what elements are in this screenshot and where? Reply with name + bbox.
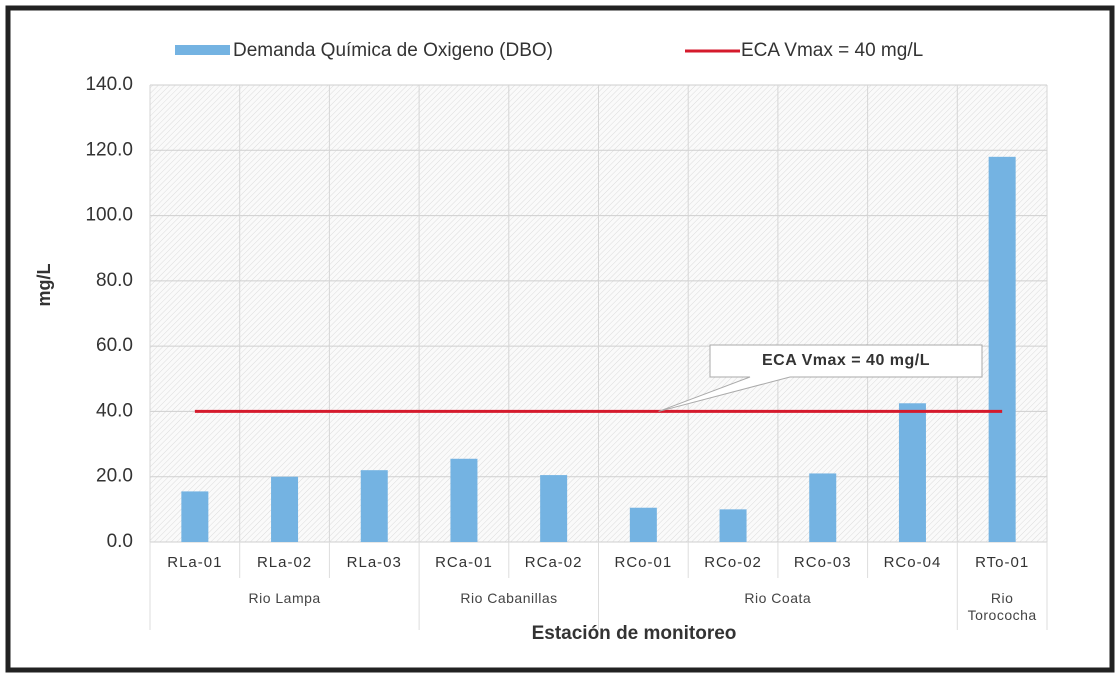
y-axis-title: mg/L (34, 263, 54, 306)
annotation-text: ECA Vmax = 40 mg/L (762, 352, 930, 369)
frame (5, 5, 1115, 673)
group-label: Rio Cabanillas (460, 590, 558, 606)
group-label: Rio Lampa (248, 590, 321, 606)
y-tick-label: 0.0 (107, 531, 133, 552)
y-tick-label: 80.0 (96, 270, 133, 291)
annotation-box (658, 344, 983, 412)
y-tick-label: 100.0 (85, 205, 133, 226)
x-tick-label: RTo-01 (975, 554, 1029, 571)
x-tick-label: RCo-02 (704, 554, 762, 571)
x-tick-label: RCo-04 (884, 554, 942, 571)
bar (809, 473, 837, 542)
y-tick-label: 60.0 (96, 335, 133, 356)
group-label: Rio Torococha (967, 590, 1037, 623)
bar (181, 491, 209, 542)
bar (898, 403, 926, 542)
y-tick-label: 120.0 (85, 139, 133, 160)
legend-label: ECA Vmax = 40 mg/L (741, 40, 923, 61)
group-label: Rio Coata (744, 590, 812, 606)
x-tick-label: RCa-01 (435, 554, 493, 571)
bar (271, 476, 299, 542)
x-tick-label: RLa-01 (167, 554, 222, 571)
x-tick-label: RCo-01 (615, 554, 673, 571)
bar (988, 156, 1016, 543)
x-tick-label: RCa-02 (525, 554, 583, 571)
bar (540, 475, 568, 542)
y-tick-label: 20.0 (96, 466, 133, 487)
x-tick-label: RLa-03 (347, 554, 402, 571)
x-tick-label: RCo-03 (794, 554, 852, 571)
x-tick-label: RLa-02 (257, 554, 312, 571)
y-tick-label: 40.0 (96, 400, 133, 421)
bar (360, 470, 388, 542)
x-axis-title: Estación de monitoreo (532, 623, 737, 644)
legend-label: Demanda Química de Oxigeno (DBO) (233, 40, 553, 61)
legend-swatch (175, 45, 230, 55)
bar (450, 458, 478, 542)
bar (719, 509, 747, 542)
bar (629, 507, 657, 542)
y-tick-label: 140.0 (85, 74, 133, 95)
